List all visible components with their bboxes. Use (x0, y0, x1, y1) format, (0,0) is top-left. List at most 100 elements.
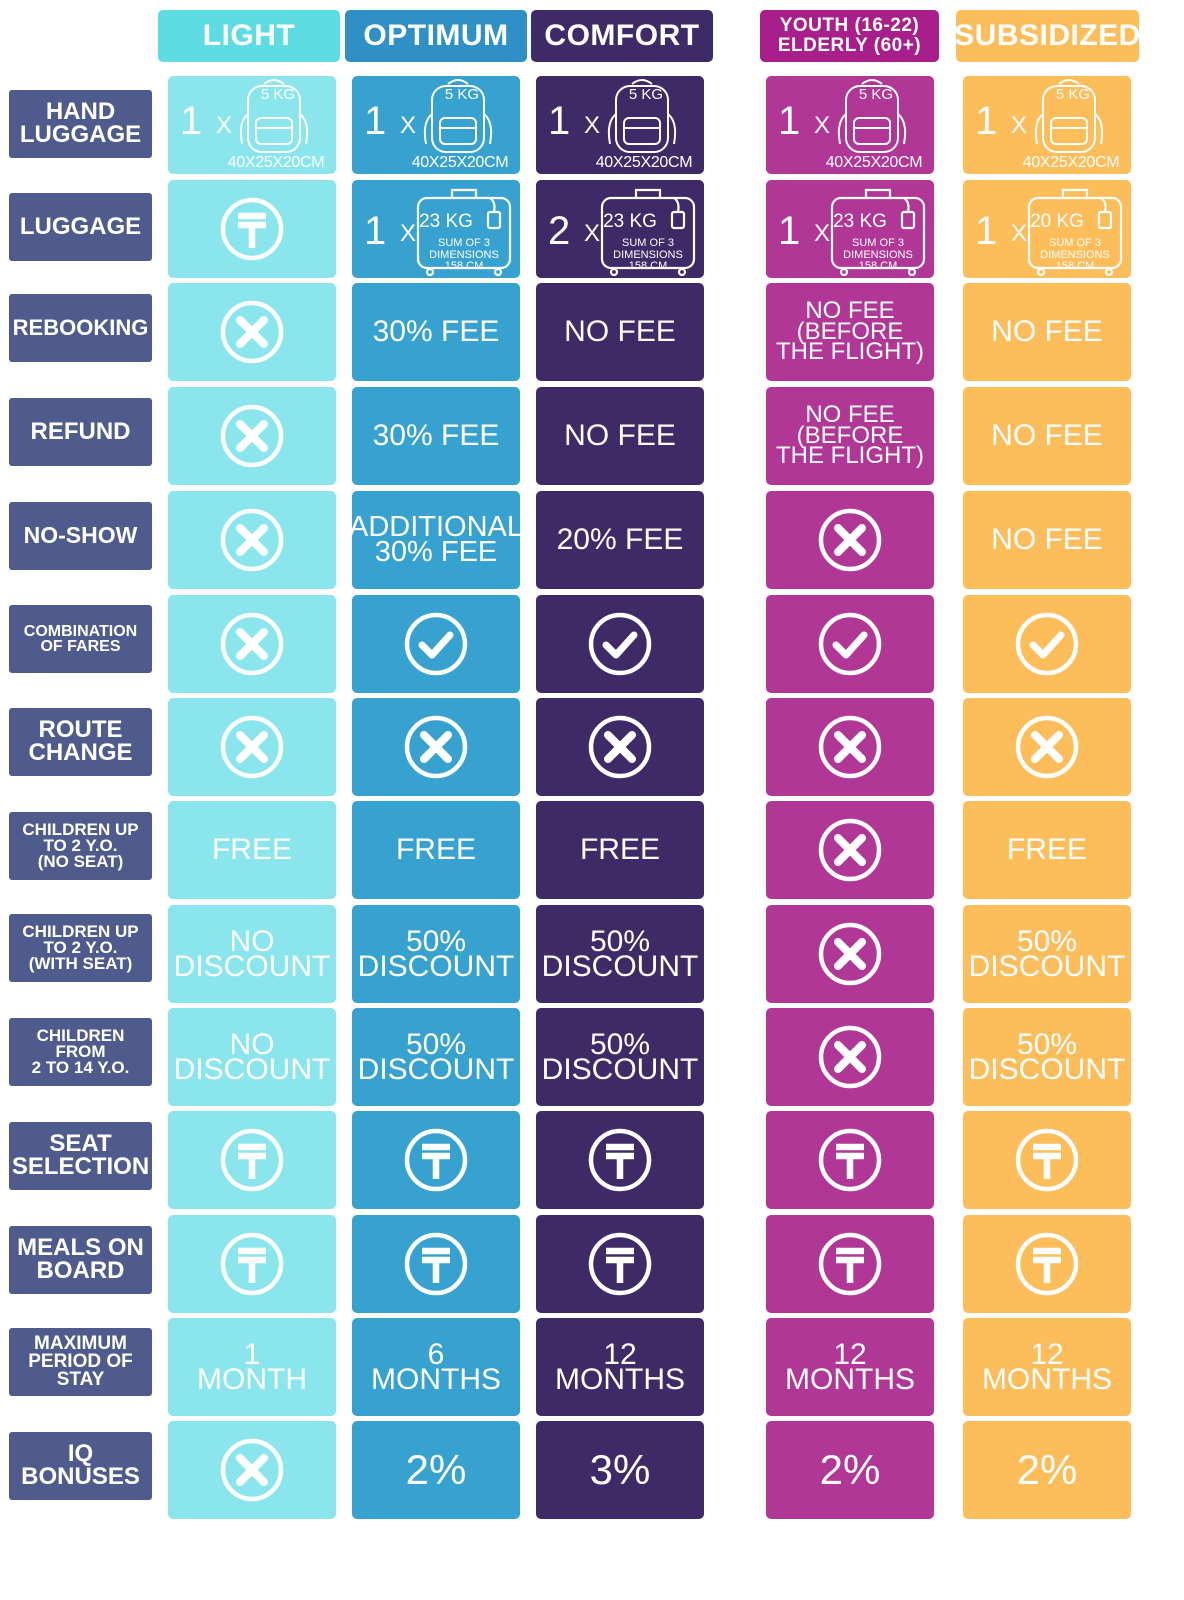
cell-text-line: ADDITIONAL (348, 511, 524, 544)
luggage-dimensions-line: 158 CM (858, 260, 898, 273)
x-circle-icon (220, 300, 284, 364)
check-circle-icon (588, 612, 652, 676)
cell-text-line: NO (229, 924, 275, 958)
row-label-hand-luggage: HAND LUGGAGE (9, 90, 152, 158)
cell-luggage-optimum: 1 x 23 KG SUM OF 3 DIMENSIONS 158 CM (352, 180, 520, 278)
hand-luggage-dimensions: 40X25X20CM (595, 154, 693, 171)
cell-max-stay-subsidized: 12 MONTHS (963, 1318, 1131, 1416)
row-label-line: IQ (67, 1440, 94, 1468)
luggage-dimensions-line: SUM OF 3 (852, 237, 904, 249)
backpack-icon (1034, 79, 1104, 153)
suitcase-icon (416, 188, 512, 276)
cell-seat-selection-subsidized (963, 1111, 1131, 1209)
cell-meals-youth (766, 1215, 934, 1313)
cell-iq-bonuses-youth: 2% (766, 1421, 934, 1519)
cell-text-line: NO (229, 1027, 275, 1061)
suitcase-icon (1027, 188, 1123, 276)
cell-hand-luggage-optimum: 1x 5 KG 40X25X20CM (352, 76, 520, 174)
column-header-optimum: OPTIMUM (345, 10, 527, 62)
cell-text-line: 50% (1016, 924, 1078, 958)
hand-luggage-dimensions: 40X25X20CM (1022, 154, 1120, 171)
cell-text-line: 50% (405, 924, 467, 958)
row-label-children-no-seat: CHILDREN UP TO 2 Y.O. (NO SEAT) (9, 812, 152, 880)
hand-luggage-dimensions: 40X25X20CM (227, 154, 325, 171)
cell-text: 30% FEE (372, 315, 500, 349)
backpack-icon (423, 79, 493, 153)
cell-hand-luggage-comfort: 1x 5 KG 40X25X20CM (536, 76, 704, 174)
luggage-dimensions-line: 158 CM (1055, 260, 1095, 273)
row-label-line: 2 TO 14 Y.O. (31, 1058, 130, 1078)
luggage-quantity: 1 (975, 209, 998, 253)
hand-luggage-quantity: 1 (778, 99, 801, 143)
tenge-circle-icon (588, 1232, 652, 1296)
row-label-line: COMBINATION (23, 622, 138, 640)
row-label-line: (NO SEAT) (37, 852, 124, 872)
x-circle-icon (818, 1025, 882, 1089)
row-label-line: HAND (45, 98, 116, 126)
row-label-line: BOARD (36, 1257, 125, 1284)
cell-children-2-14-optimum: 50% DISCOUNT (352, 1008, 520, 1106)
cell-text-line: MONTHS (785, 1363, 915, 1396)
row-label-line: MAXIMUM (34, 1332, 127, 1354)
luggage-dimensions-line: DIMENSIONS (1040, 248, 1110, 261)
cell-text-line: MONTHS (982, 1363, 1112, 1396)
tenge-circle-icon (1015, 1128, 1079, 1192)
backpack-icon (239, 79, 309, 153)
cell-children-2-14-comfort: 50% DISCOUNT (536, 1008, 704, 1106)
tenge-circle-icon (220, 197, 284, 261)
cell-luggage-comfort: 2 x 23 KG SUM OF 3 DIMENSIONS 158 CM (536, 180, 704, 278)
cell-text-line: 50% (405, 1027, 467, 1061)
cell-text-line: 50% (1016, 1027, 1078, 1061)
cell-text: NO FEE (564, 419, 676, 453)
cell-iq-bonuses-optimum: 2% (352, 1421, 520, 1519)
row-label-children-2-14: CHILDREN FROM 2 TO 14 Y.O. (9, 1018, 152, 1086)
cell-luggage-youth: 1 x 23 KG SUM OF 3 DIMENSIONS 158 CM (766, 180, 934, 278)
cell-rebooking-optimum: 30% FEE (352, 283, 520, 381)
row-label-iq-bonuses: IQ BONUSES (9, 1432, 152, 1500)
luggage-weight: 20 KG (1030, 211, 1084, 232)
row-label-line: (WITH SEAT) (28, 954, 133, 974)
cell-refund-youth: NO FEE (BEFORE THE FLIGHT) (766, 387, 934, 485)
cell-text-line: DISCOUNT (173, 950, 331, 983)
cell-text: 2% (1016, 1446, 1078, 1494)
cell-text-line: (BEFORE (796, 421, 904, 449)
row-label-max-stay: MAXIMUM PERIOD OF STAY (9, 1328, 152, 1396)
hand-luggage-quantity: 1 (364, 99, 387, 143)
cell-children-with-seat-light: NO DISCOUNT (168, 905, 336, 1003)
row-label-line: OF FARES (40, 638, 121, 655)
cell-text-line: DISCOUNT (541, 950, 699, 983)
cell-text-line: 12 (1030, 1337, 1064, 1371)
cell-route-change-light (168, 698, 336, 796)
luggage-dimensions-line: 158 CM (444, 260, 484, 273)
cell-refund-light (168, 387, 336, 485)
multiply-sign: x (216, 112, 233, 139)
row-label-route-change: ROUTE CHANGE (9, 708, 152, 776)
luggage-dimensions-line: 158 CM (628, 260, 668, 273)
hand-luggage-quantity: 1 (975, 99, 998, 143)
hand-luggage-weight: 5 KG (444, 86, 480, 103)
x-circle-icon (220, 715, 284, 779)
cell-text: NO FEE (991, 419, 1103, 453)
row-label-line: REFUND (30, 417, 131, 445)
cell-refund-optimum: 30% FEE (352, 387, 520, 485)
multiply-sign: x (814, 112, 831, 139)
cell-luggage-subsidized: 1 x 20 KG SUM OF 3 DIMENSIONS 158 CM (963, 180, 1131, 278)
row-label-line: REBOOKING (12, 314, 149, 340)
luggage-dimensions-line: DIMENSIONS (843, 248, 913, 261)
cell-text-line: THE FLIGHT) (776, 338, 924, 366)
hand-luggage-weight: 5 KG (858, 86, 894, 103)
cell-text-line: 30% FEE (374, 536, 498, 568)
cell-text-line: DISCOUNT (357, 1053, 515, 1086)
row-label-line: ROUTE (38, 716, 123, 744)
check-circle-icon (1015, 612, 1079, 676)
luggage-dimensions: SUM OF 3 DIMENSIONS 158 CM (428, 237, 500, 273)
cell-text: NO FEE (991, 523, 1103, 557)
row-label-line: SELECTION (11, 1153, 150, 1180)
cell-text-line: 50% (589, 1027, 651, 1061)
row-label-line: TO 2 Y.O. (43, 937, 118, 957)
row-label-line: MEALS ON (17, 1234, 144, 1262)
cell-route-change-subsidized (963, 698, 1131, 796)
cell-text-line: 50% (589, 924, 651, 958)
cell-meals-subsidized (963, 1215, 1131, 1313)
check-circle-icon (818, 612, 882, 676)
